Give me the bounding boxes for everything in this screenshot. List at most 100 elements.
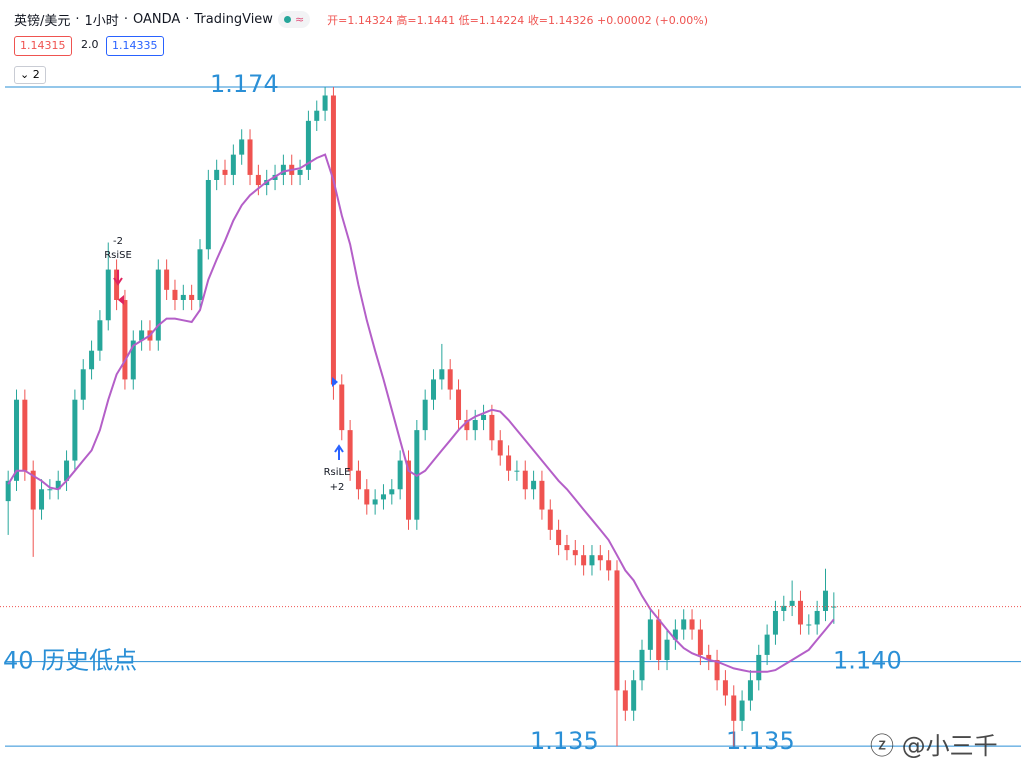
candle-body	[647, 619, 653, 650]
buy-button[interactable]: 1.14335	[106, 36, 164, 56]
candle-body	[564, 545, 570, 551]
candle-body	[97, 320, 103, 351]
spread: 2.0	[81, 38, 99, 51]
candle-body	[197, 249, 203, 300]
candle-body	[772, 610, 778, 635]
candle-body	[747, 680, 753, 701]
candle-body	[339, 384, 345, 431]
candle-body	[614, 570, 620, 691]
candle-body	[5, 480, 11, 502]
candle-body	[405, 460, 411, 520]
candle-body	[497, 440, 503, 456]
level-label: 1.140	[833, 647, 902, 675]
candle-body	[814, 610, 820, 625]
candle-body	[822, 590, 828, 611]
candle-body	[789, 600, 795, 606]
candle-body	[105, 269, 111, 321]
candle-body	[205, 179, 211, 250]
signal-marker	[332, 377, 338, 387]
candle-body	[322, 95, 328, 111]
candle-body	[122, 299, 128, 380]
ohlc-label: 收=	[527, 13, 549, 27]
candle-body	[189, 294, 195, 300]
sell-button[interactable]: 1.14315	[14, 36, 72, 56]
level-label: 1.135	[530, 727, 599, 755]
signal-qty: +2	[330, 482, 345, 493]
candle-body	[539, 480, 545, 510]
candle-body	[806, 624, 812, 626]
candle-body	[706, 654, 712, 660]
watermark-text: @小三千	[901, 732, 998, 760]
candle-body	[239, 139, 245, 155]
candle-body	[506, 455, 512, 471]
candle-body	[64, 460, 70, 481]
candle-body	[280, 164, 286, 175]
candle-body	[297, 169, 303, 175]
status-badge[interactable]: ≈	[277, 11, 311, 28]
status-dot	[283, 16, 291, 23]
candle-body	[397, 460, 403, 490]
candle-body	[556, 529, 562, 546]
ohlc-value: 1.14326	[548, 13, 594, 27]
indicator-toggle[interactable]: ⌄ 2	[14, 66, 46, 84]
signal-arrow	[113, 270, 123, 286]
candle-body	[631, 680, 637, 711]
candle-body	[681, 619, 687, 630]
candle-body	[431, 379, 437, 400]
signal-label: RsiSE	[104, 250, 132, 261]
interval[interactable]: 1小时	[84, 14, 119, 29]
symbol[interactable]: 英镑/美元	[14, 14, 71, 29]
candle-body	[439, 369, 445, 380]
ohlc-value: 1.1441	[416, 13, 456, 27]
candle-body	[30, 470, 36, 510]
change: +0.00002	[597, 13, 652, 27]
signal-marker	[118, 295, 124, 305]
candle-body	[689, 619, 695, 630]
moving-average	[7, 153, 835, 673]
candle-body	[314, 110, 320, 121]
candle-body	[47, 489, 53, 491]
candle-body	[172, 289, 178, 300]
candle-body	[656, 619, 662, 660]
candle-body	[697, 629, 703, 655]
candle-body	[639, 649, 645, 681]
candle-body	[781, 605, 787, 611]
candle-body	[531, 480, 537, 490]
candle-body	[589, 555, 595, 566]
candle-body	[389, 489, 395, 495]
candle-body	[514, 470, 520, 472]
candle-body	[72, 399, 78, 461]
candle-body	[472, 419, 478, 431]
candle-body	[481, 414, 487, 420]
candle-body	[756, 654, 762, 681]
candle-body	[547, 509, 553, 530]
ohlc-label: 高=	[396, 13, 417, 27]
candle-body	[139, 330, 145, 341]
candle-body	[330, 95, 336, 385]
candle-body	[114, 269, 120, 300]
candle-body	[155, 269, 161, 341]
candle-body	[722, 680, 728, 696]
candle-body	[255, 174, 261, 186]
candle-body	[347, 430, 353, 471]
candle-body	[581, 555, 587, 566]
candle-body	[739, 700, 745, 721]
candle-body	[672, 629, 678, 640]
candle-body	[130, 340, 136, 380]
level-note: 40 历史低点	[3, 647, 137, 675]
signal-label: RsiLE	[324, 467, 351, 478]
signal-qty: -2	[113, 236, 123, 247]
candle-body	[797, 600, 803, 625]
candle-body	[422, 399, 428, 431]
signal-arrow	[334, 444, 344, 460]
level-label: 1.135	[726, 727, 795, 755]
candle-body	[164, 269, 170, 290]
candle-body	[89, 350, 95, 370]
sep: ·	[185, 12, 190, 27]
candle-body	[364, 489, 370, 505]
candle-body	[372, 499, 378, 505]
change-pct: (+0.00%)	[655, 13, 708, 27]
candle-body	[447, 369, 453, 390]
